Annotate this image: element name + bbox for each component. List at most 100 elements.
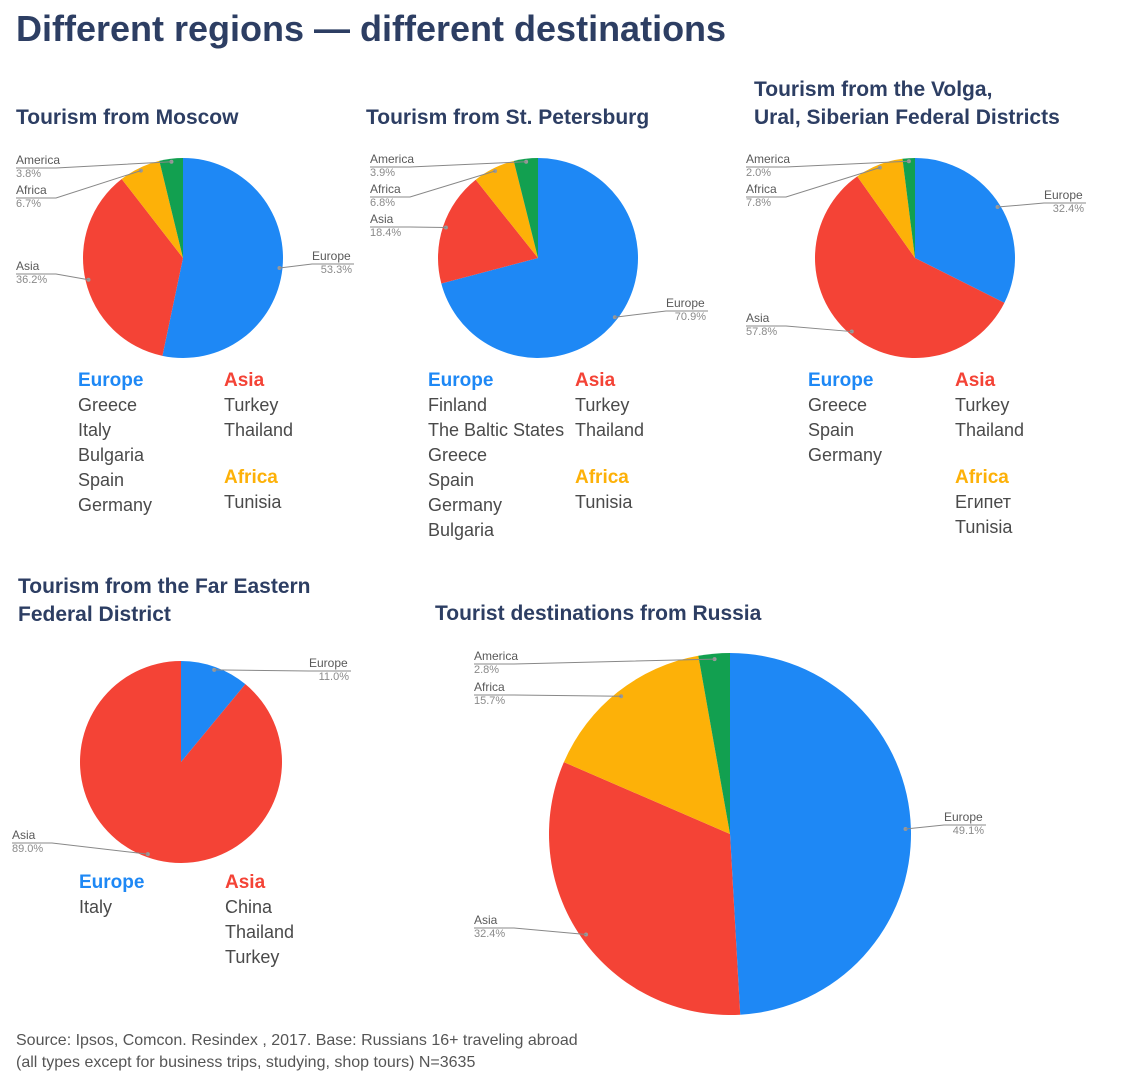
africa-destinations-volga: Africa Египет Tunisia — [955, 465, 1012, 540]
slice-value: 49.1% — [953, 825, 984, 837]
slice-label: America — [16, 153, 60, 167]
europe-destinations-volga: Europe Greece Spain Germany — [808, 368, 882, 468]
slice-label: Asia — [16, 259, 40, 273]
slice-value: 18.4% — [370, 227, 401, 239]
europe-destinations-st-petersburg: Europe Finland The Baltic States Greece … — [428, 368, 564, 543]
destination-item: Spain — [428, 470, 475, 490]
leader-line — [16, 170, 142, 199]
leader-line — [370, 170, 496, 198]
pie-slice-asia — [79, 661, 282, 863]
slice-value: 6.7% — [16, 198, 41, 210]
slice-value: 3.9% — [370, 167, 395, 179]
europe-heading: Europe — [79, 872, 145, 893]
destination-item: Египет — [955, 492, 1012, 512]
slice-value: 7.8% — [746, 197, 771, 209]
panel-title-far-east: Tourism from the Far Eastern Federal Dist… — [18, 575, 311, 626]
slice-label: America — [370, 152, 414, 166]
africa-heading: Africa — [224, 467, 278, 488]
asia-destinations-far-east: Asia China Thailand Turkey — [225, 870, 294, 970]
pie-slice-asia — [438, 179, 538, 284]
leader-line — [16, 161, 172, 169]
slice-label: America — [474, 649, 518, 663]
slice-label: Asia — [370, 212, 394, 226]
pie-slice-america — [513, 158, 538, 258]
slice-value: 3.8% — [16, 168, 41, 180]
destination-item: Bulgaria — [78, 445, 145, 465]
destination-item: Greece — [78, 395, 138, 415]
slice-value: 32.4% — [474, 928, 505, 940]
slice-value: 36.2% — [16, 274, 47, 286]
pie-slice-africa — [475, 160, 538, 258]
leader-line — [370, 161, 527, 168]
source-line: (all types except for business trips, st… — [16, 1054, 476, 1071]
slice-label: Africa — [474, 680, 505, 694]
destination-item: Turkey — [955, 395, 1010, 415]
panel-title-st-petersburg: Tourism from St. Petersburg — [366, 106, 650, 129]
europe-heading: Europe — [428, 370, 494, 391]
destination-item: Turkey — [575, 395, 630, 415]
asia-destinations-volga: Asia Turkey Thailand — [955, 368, 1024, 443]
pie-slice-africa — [121, 160, 183, 258]
panel-title-moscow: Tourism from Moscow — [16, 106, 239, 129]
destination-item: Tunisia — [224, 492, 282, 512]
destination-item: Tunisia — [955, 517, 1013, 537]
destination-item: Germany — [808, 445, 883, 465]
pie-slice-europe — [441, 158, 638, 358]
destination-item: Turkey — [224, 395, 279, 415]
slice-label: Europe — [666, 296, 705, 310]
slice-value: 32.4% — [1053, 203, 1084, 215]
panel-title-volga-ural-siberia: Tourism from the Volga, Ural, Siberian Fe… — [754, 78, 1060, 129]
destination-item: Greece — [428, 445, 488, 465]
destination-item: Thailand — [224, 420, 294, 440]
pie-slice-asia — [814, 176, 1005, 358]
slice-value: 53.3% — [321, 264, 352, 276]
panel-title-russia: Tourist destinations from Russia — [435, 602, 762, 625]
slice-label: Europe — [944, 810, 983, 824]
destination-item: Thailand — [955, 420, 1025, 440]
slice-value: 70.9% — [675, 311, 706, 323]
destination-item: Greece — [808, 395, 868, 415]
leader-line — [214, 669, 351, 672]
pie-slice-america — [159, 158, 183, 258]
leader-line — [997, 202, 1086, 208]
slice-label: America — [746, 152, 790, 166]
destination-item: Germany — [428, 495, 503, 515]
leader-line — [16, 273, 89, 281]
leader-line — [474, 658, 715, 665]
destination-item: Germany — [78, 495, 153, 515]
slice-label: Africa — [370, 182, 401, 196]
europe-destinations-far-east: Europe Italy — [79, 870, 144, 920]
slice-label: Africa — [746, 182, 777, 196]
asia-heading: Asia — [955, 370, 996, 391]
africa-destinations-moscow: Africa Tunisia — [224, 465, 281, 515]
slice-label: Africa — [16, 183, 47, 197]
destination-item: Spain — [808, 420, 855, 440]
page-title: Different regions — different destinatio… — [16, 8, 727, 49]
pie-slice-europe — [162, 158, 284, 358]
slice-value: 15.7% — [474, 695, 505, 707]
leader-line — [279, 263, 354, 269]
source-note: Source: Ipsos, Comcon. Resindex , 2017. … — [16, 1030, 578, 1074]
destination-item: Italy — [78, 420, 112, 440]
pie-slice-europe — [181, 661, 246, 762]
pie-slice-asia — [83, 178, 183, 356]
destination-item: Tunisia — [575, 492, 633, 512]
africa-destinations-st-petersburg: Africa Tunisia — [575, 465, 632, 515]
leader-line — [474, 927, 587, 935]
destination-item: The Baltic States — [428, 420, 565, 440]
destination-item: Thailand — [575, 420, 645, 440]
slice-label: Asia — [474, 913, 498, 927]
slice-label: Asia — [12, 828, 36, 842]
asia-heading: Asia — [224, 370, 265, 391]
leader-line — [905, 824, 986, 830]
europe-heading: Europe — [808, 370, 874, 391]
destination-item: China — [225, 897, 273, 917]
destination-item: Finland — [428, 395, 488, 415]
destination-item: Thailand — [225, 922, 295, 942]
leader-line — [474, 694, 622, 697]
pie-slice-europe — [915, 158, 1015, 303]
asia-destinations-st-petersburg: Asia Turkey Thailand — [575, 368, 644, 443]
leader-line — [746, 325, 852, 333]
slice-value: 89.0% — [12, 843, 43, 855]
